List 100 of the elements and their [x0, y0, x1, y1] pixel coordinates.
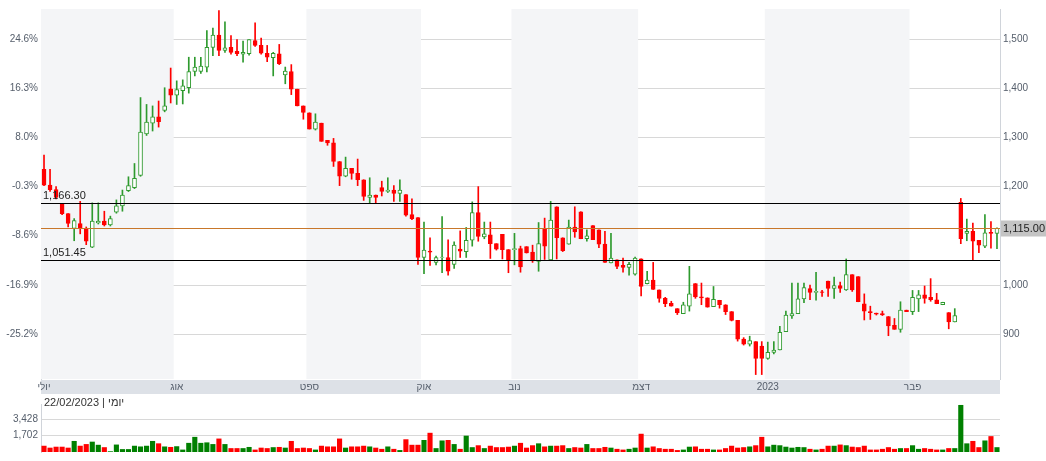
candlestick — [132, 163, 137, 189]
candlestick — [518, 245, 523, 273]
candlestick — [367, 177, 373, 204]
candlestick — [325, 140, 330, 146]
x-tick-label: נוב — [508, 380, 521, 392]
bar — [391, 448, 397, 452]
bar — [451, 444, 457, 452]
bar — [837, 444, 843, 452]
candlestick — [928, 278, 933, 302]
candlestick — [717, 299, 722, 309]
candlestick — [494, 243, 499, 251]
y2-tick-label: -0.3% — [11, 180, 39, 192]
candlestick — [735, 320, 740, 342]
candlestick — [705, 297, 710, 308]
bar — [343, 447, 349, 452]
candlestick — [355, 158, 360, 186]
candlestick — [699, 282, 704, 306]
candlestick — [162, 87, 167, 113]
bar — [638, 433, 644, 452]
x-tick-label: ספט — [299, 380, 320, 392]
candlestick — [687, 266, 692, 312]
candlestick — [831, 276, 837, 299]
candlestick — [77, 201, 83, 235]
y2-tick-label: -8.6% — [11, 229, 39, 241]
candlestick — [126, 176, 131, 192]
candlestick — [711, 286, 716, 307]
bar — [101, 447, 107, 452]
y-tick-label: 1,000 — [1003, 278, 1029, 290]
candlestick — [168, 67, 174, 104]
candlestick — [240, 40, 246, 63]
bar — [156, 443, 162, 452]
annotation: יומי | 22/02/2023 — [44, 395, 125, 408]
candlestick — [288, 64, 294, 95]
candlestick — [626, 262, 632, 276]
candlestick — [270, 51, 276, 77]
candlestick — [693, 283, 698, 299]
candlestick — [427, 237, 433, 266]
bar — [897, 448, 904, 452]
candlestick — [880, 310, 885, 316]
bar — [71, 440, 77, 452]
candlestick — [500, 234, 505, 260]
ref-line-label: 1,115.00 — [1003, 221, 1046, 234]
bar — [644, 447, 650, 452]
candlestick — [313, 113, 318, 131]
bar — [475, 445, 481, 452]
bar — [994, 447, 1000, 452]
bar — [385, 446, 391, 452]
candlestick — [295, 88, 300, 107]
x-tick-label: 2023 — [756, 380, 780, 392]
candlestick — [741, 337, 746, 346]
candlestick — [771, 341, 777, 355]
candlestick — [964, 218, 970, 242]
y-tick-label: 1,702 — [12, 429, 39, 441]
candlestick — [156, 100, 161, 128]
bar — [988, 436, 994, 452]
candlestick — [301, 105, 306, 120]
bar — [270, 447, 276, 452]
candlestick — [144, 104, 149, 136]
candlestick — [729, 311, 734, 322]
candlestick — [922, 285, 927, 304]
candlestick — [542, 217, 547, 260]
y-tick-label: 900 — [1003, 327, 1021, 339]
bar — [282, 447, 288, 452]
candlestick — [536, 222, 541, 272]
bar — [946, 448, 952, 452]
candlestick — [554, 206, 560, 260]
bar — [168, 446, 174, 452]
bar — [216, 438, 222, 452]
bar — [276, 446, 282, 452]
bar — [831, 445, 837, 452]
candlestick — [874, 312, 879, 316]
x-tick-label: אוק — [416, 380, 433, 392]
candlestick — [307, 112, 312, 130]
candlestick — [114, 199, 119, 214]
ref-line-label: 1,051.45 — [43, 246, 86, 259]
bar — [457, 448, 463, 452]
bar — [536, 443, 542, 452]
bar — [903, 448, 910, 452]
candlestick — [331, 138, 336, 167]
candlestick — [530, 244, 535, 263]
candlestick — [898, 301, 903, 333]
bar — [421, 440, 427, 452]
y2-tick-label: -25.2% — [6, 327, 39, 339]
bar — [608, 447, 614, 452]
bar — [542, 446, 548, 452]
bar — [813, 449, 819, 452]
bar — [747, 446, 753, 452]
y2-tick-label: -16.9% — [6, 278, 39, 290]
bar — [548, 445, 554, 452]
y2-tick-label: 8.0% — [15, 131, 39, 143]
candlestick — [150, 105, 155, 132]
bar — [445, 440, 451, 452]
candlestick — [548, 201, 553, 261]
candlestick — [319, 122, 324, 142]
candlestick — [892, 318, 897, 330]
candlestick — [108, 215, 113, 227]
y2-tick-label: 24.6% — [9, 32, 39, 44]
bar — [843, 445, 849, 452]
candlestick — [385, 177, 391, 193]
candlestick — [361, 179, 367, 201]
